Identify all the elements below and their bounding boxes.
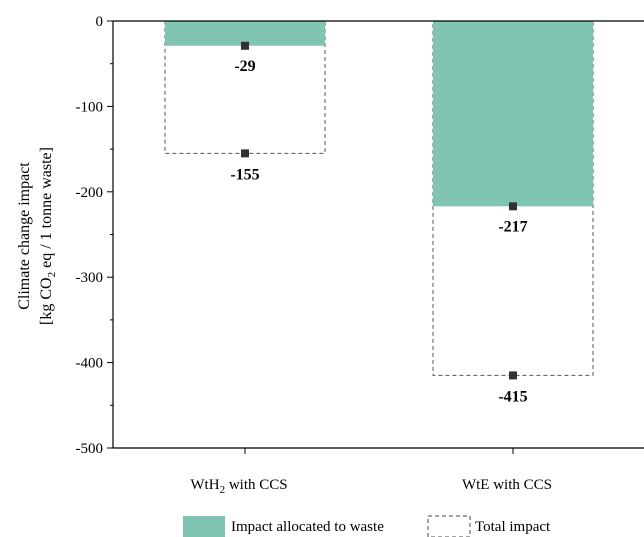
total-impact-marker [241, 149, 249, 158]
legend-label-total-impact: Total impact [475, 519, 551, 535]
total-impact-data-label: -415 [498, 388, 527, 405]
legend-label-impact-allocated: Impact allocated to waste [231, 519, 384, 535]
y-tick-label: -100 [76, 99, 104, 115]
impact-allocated-marker [241, 41, 249, 50]
y-tick-label: 0 [96, 14, 104, 30]
legend-swatch-total-impact [427, 515, 471, 537]
y-tick-label: -500 [76, 441, 104, 457]
plot-area: -29 -155 WtH2 with CCS -217 -415 WtE with CCS… [76, 14, 644, 496]
y-axis-title-line2: [kg CO2 eq / 1 tonne waste] [38, 147, 58, 325]
total-impact-data-label: -155 [230, 166, 259, 183]
impact-allocated-data-label: -217 [498, 218, 527, 235]
impact-allocated-marker [509, 202, 517, 211]
y-tick-label: -300 [76, 270, 104, 286]
impact-allocated-data-label: -29 [234, 58, 255, 75]
legend: Impact allocated to waste Total impact [183, 515, 551, 537]
y-tick-label: -400 [76, 356, 104, 372]
total-impact-marker [509, 371, 517, 380]
y-axis-title-line1: Climate change impact [16, 162, 33, 310]
impact-allocated-bar [433, 21, 593, 207]
y-tick-label: -200 [76, 185, 104, 201]
x-category-label: WtH2 with CCS [190, 477, 287, 496]
impact-allocated-bar [165, 21, 325, 46]
x-category-label: WtE with CCS [462, 477, 552, 493]
legend-swatch-impact-allocated [183, 516, 225, 537]
y-axis-title: Climate change impact [kg CO2 eq / 1 ton… [16, 147, 58, 325]
